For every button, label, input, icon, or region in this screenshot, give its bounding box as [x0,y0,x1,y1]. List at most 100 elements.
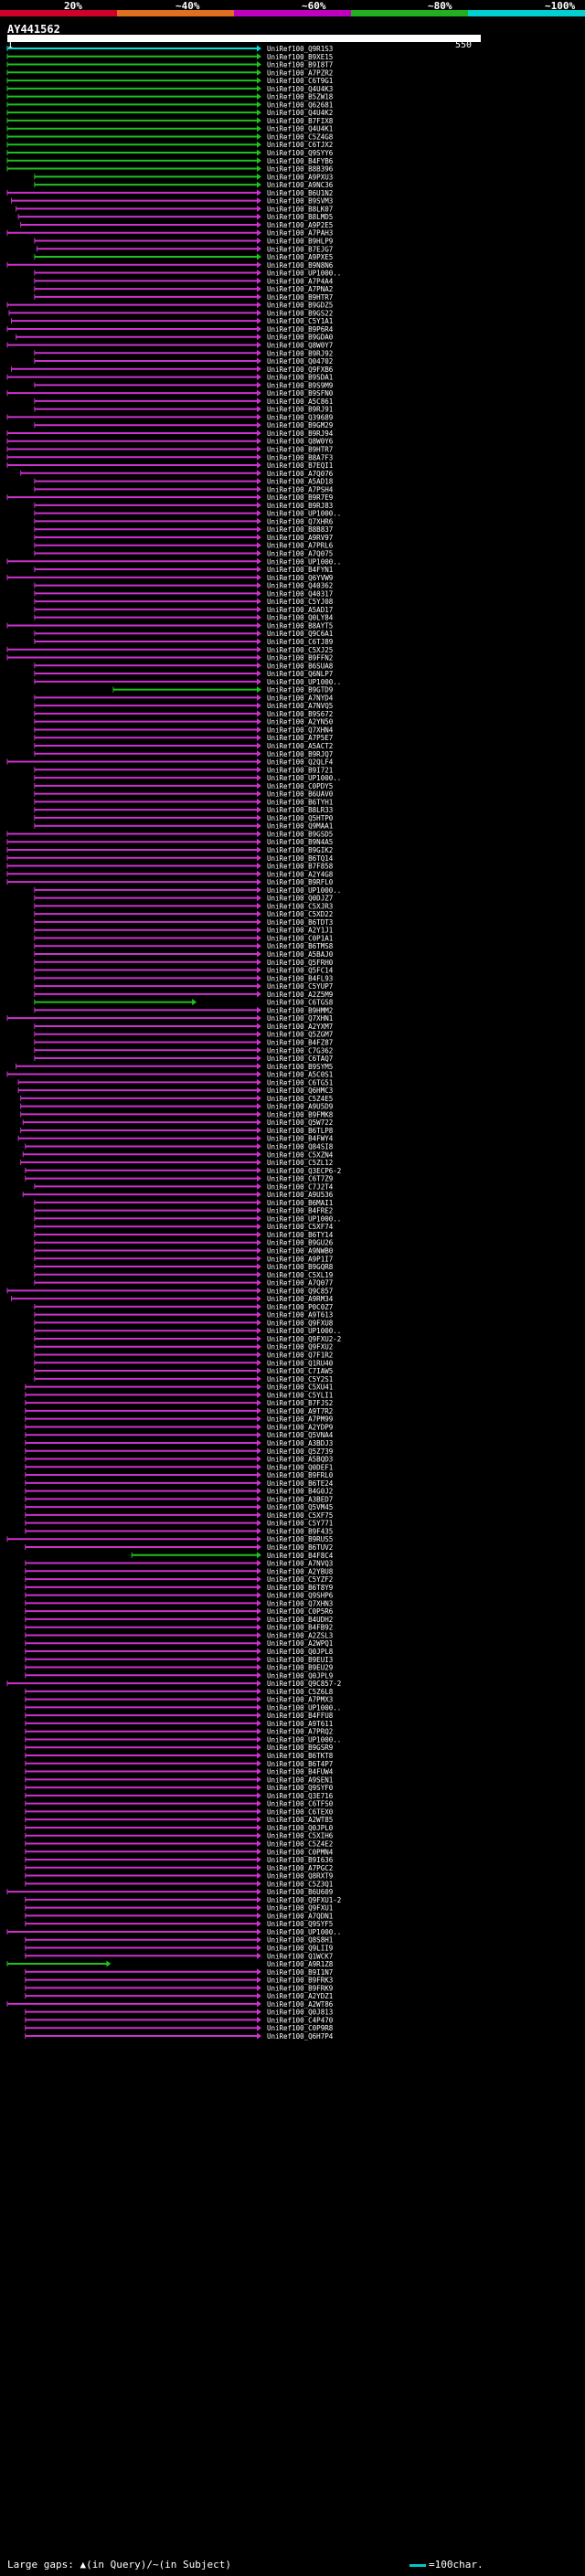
hit-name-link[interactable]: UniRef100_B9HTR7 [267,293,333,302]
hit-row[interactable]: UniRef100_C5XZN4 [22,1150,334,1159]
hit-row[interactable]: UniRef100_B9GM29 [34,421,333,429]
hit-name-link[interactable]: UniRef100_Q4U4K1 [267,125,333,133]
hit-name-link[interactable]: UniRef100_A7NVQ5 [267,702,333,710]
hit-name-link[interactable]: UniRef100_Q9SHP6 [267,1592,334,1600]
hit-name-link[interactable]: UniRef100_UP1000.. [267,886,341,895]
hit-row[interactable]: UniRef100_B9RJ91 [34,406,333,414]
hit-row[interactable]: UniRef100_B9EUI3 [25,1656,334,1664]
hit-name-link[interactable]: UniRef100_C5Z4G8 [267,133,334,141]
hit-row[interactable]: UniRef100_C5YJ08 [34,598,334,606]
hit-name-link[interactable]: UniRef100_A9T611 [267,1720,333,1728]
hit-name-link[interactable]: UniRef100_B9GDA0 [267,334,334,342]
hit-row[interactable]: UniRef100_B7F858 [6,863,334,871]
hit-row[interactable]: UniRef100_B9SDA1 [6,374,333,382]
hit-row[interactable]: UniRef100_UP1000.. [34,510,341,518]
hit-row[interactable]: UniRef100_C6TJX2 [6,141,333,149]
hit-row[interactable]: UniRef100_A2Y1J1 [34,927,333,935]
hit-name-link[interactable]: UniRef100_Q5FC14 [267,967,334,975]
hit-name-link[interactable]: UniRef100_Q7F1R2 [267,1352,333,1360]
hit-name-link[interactable]: UniRef100_C7G362 [267,1046,333,1055]
hit-row[interactable]: UniRef100_A7Q076 [20,470,334,478]
hit-row[interactable]: UniRef100_C5XL19 [34,1271,333,1279]
hit-row[interactable]: UniRef100_Q62681 [6,101,333,109]
hit-row[interactable]: UniRef100_Q9MAA1 [34,822,333,831]
hit-row[interactable]: UniRef100_Q5FC14 [34,967,334,975]
hit-name-link[interactable]: UniRef100_C4P470 [267,2016,334,2024]
hit-row[interactable]: UniRef100_Q9FXU1-2 [25,1896,342,1904]
hit-name-link[interactable]: UniRef100_Q9FXU2-2 [267,1335,341,1343]
hit-row[interactable]: UniRef100_UP1000.. [34,1327,341,1335]
hit-row[interactable]: UniRef100_B9FMK8 [20,1110,334,1118]
hit-name-link[interactable]: UniRef100_Q7XHN1 [267,1014,333,1023]
hit-name-link[interactable]: UniRef100_B9GSR9 [267,1744,333,1752]
hit-name-link[interactable]: UniRef100_B9GDZ5 [267,302,333,310]
hit-row[interactable]: UniRef100_B9I721 [34,766,333,774]
hit-row[interactable]: UniRef100_Q7XHN3 [25,1599,334,1607]
hit-row[interactable]: UniRef100_A2YN50 [34,718,334,726]
hit-row[interactable]: UniRef100_Q4U4K2 [6,109,333,117]
hit-row[interactable]: UniRef100_C7IAW5 [34,1367,333,1375]
hit-name-link[interactable]: UniRef100_C5XF74 [267,1223,334,1231]
hit-row[interactable]: UniRef100_A3BDJ3 [25,1439,334,1447]
hit-name-link[interactable]: UniRef100_Q7XHN3 [267,1599,333,1607]
hit-name-link[interactable]: UniRef100_C0P1A1 [267,934,333,942]
hit-row[interactable]: UniRef100_B8B396 [6,165,334,174]
hit-row[interactable]: UniRef100_B4FRE2 [34,1207,333,1215]
hit-name-link[interactable]: UniRef100_B8LMD5 [267,213,333,221]
hit-row[interactable]: UniRef100_C5ZL12 [20,1159,334,1167]
hit-row[interactable]: UniRef100_Q9SYF5 [25,1920,334,1928]
hit-row[interactable]: UniRef100_A5C861 [34,398,333,406]
hit-row[interactable]: UniRef100_A7PRL6 [34,542,334,550]
hit-row[interactable]: UniRef100_A2Y4G8 [6,870,334,878]
hit-name-link[interactable]: UniRef100_B9GTD9 [267,686,333,694]
hit-row[interactable]: UniRef100_A9PXU3 [34,173,333,181]
hit-name-link[interactable]: UniRef100_C0P9R8 [267,2024,334,2032]
hit-row[interactable]: UniRef100_C5Z4E2 [25,1839,334,1848]
hit-name-link[interactable]: UniRef100_B9I1N7 [267,1968,333,1977]
hit-name-link[interactable]: UniRef100_C6TFS0 [267,1800,334,1808]
hit-name-link[interactable]: UniRef100_C5XU41 [267,1383,333,1392]
hit-row[interactable]: UniRef100_C0P9R8 [25,2024,334,2032]
hit-row[interactable]: UniRef100_A9U536 [22,1191,334,1199]
hit-row[interactable]: UniRef100_C6TJ89 [34,638,333,646]
hit-name-link[interactable]: UniRef100_Q9R1S3 [267,45,333,53]
hit-name-link[interactable]: UniRef100_B9P6R4 [267,325,334,334]
hit-row[interactable]: UniRef100_A5AD18 [34,478,334,486]
hit-name-link[interactable]: UniRef100_B9RJQ7 [267,750,333,758]
hit-name-link[interactable]: UniRef100_Q0DEF1 [267,1463,333,1471]
hit-name-link[interactable]: UniRef100_Q0JPL9 [267,1671,333,1680]
hit-row[interactable]: UniRef100_A2Z5M9 [34,991,333,999]
hit-name-link[interactable]: UniRef100_C5Z6L8 [267,1688,334,1696]
hit-name-link[interactable]: UniRef100_B6TUV2 [267,1543,333,1552]
hit-name-link[interactable]: UniRef100_B8LR33 [267,806,333,814]
hit-name-link[interactable]: UniRef100_A7NYD4 [267,694,334,702]
hit-name-link[interactable]: UniRef100_Q8W0Y7 [267,341,333,349]
hit-row[interactable]: UniRef100_A2YDP9 [25,1423,334,1431]
hit-name-link[interactable]: UniRef100_Q9MAA1 [267,822,333,831]
hit-row[interactable]: UniRef100_A7Q075 [34,550,333,558]
hit-row[interactable]: UniRef100_B7FJS2 [25,1399,334,1407]
hit-name-link[interactable]: UniRef100_A5BAJ0 [267,950,334,959]
hit-name-link[interactable]: UniRef100_B9RUS5 [267,1535,333,1543]
hit-row[interactable]: UniRef100_A7PMX3 [25,1696,334,1704]
hit-row[interactable]: UniRef100_C5YLI1 [25,1391,334,1399]
hit-row[interactable]: UniRef100_A9P1I7 [34,1255,333,1263]
hit-name-link[interactable]: UniRef100_A2YDZ1 [267,1992,333,2000]
hit-row[interactable]: UniRef100_Q1RU40 [34,1359,334,1367]
hit-name-link[interactable]: UniRef100_Q9C857 [267,1287,333,1295]
hit-row[interactable]: UniRef100_Q0LY84 [34,614,334,622]
hit-row[interactable]: UniRef100_B6TUV2 [25,1543,334,1552]
hit-row[interactable]: UniRef100_B7EQI1 [6,461,333,470]
hit-row[interactable]: UniRef100_Q4U4K1 [6,125,333,133]
hit-name-link[interactable]: UniRef100_Q7XHR6 [267,517,334,525]
hit-name-link[interactable]: UniRef100_B4FYN1 [267,566,333,574]
hit-row[interactable]: UniRef100_B6TYH1 [34,798,333,806]
hit-row[interactable]: UniRef100_C5XU41 [25,1383,334,1392]
hit-name-link[interactable]: UniRef100_A7P4A4 [267,277,334,285]
hit-name-link[interactable]: UniRef100_A7QDN1 [267,1912,333,1920]
hit-row[interactable]: UniRef100_B9P6R4 [6,325,334,334]
hit-name-link[interactable]: UniRef100_A5C0S1 [267,1071,333,1079]
hit-name-link[interactable]: UniRef100_B9RJ83 [267,502,333,510]
hit-name-link[interactable]: UniRef100_C5YJ08 [267,598,334,606]
hit-row[interactable]: UniRef100_C6TEX0 [25,1807,334,1816]
